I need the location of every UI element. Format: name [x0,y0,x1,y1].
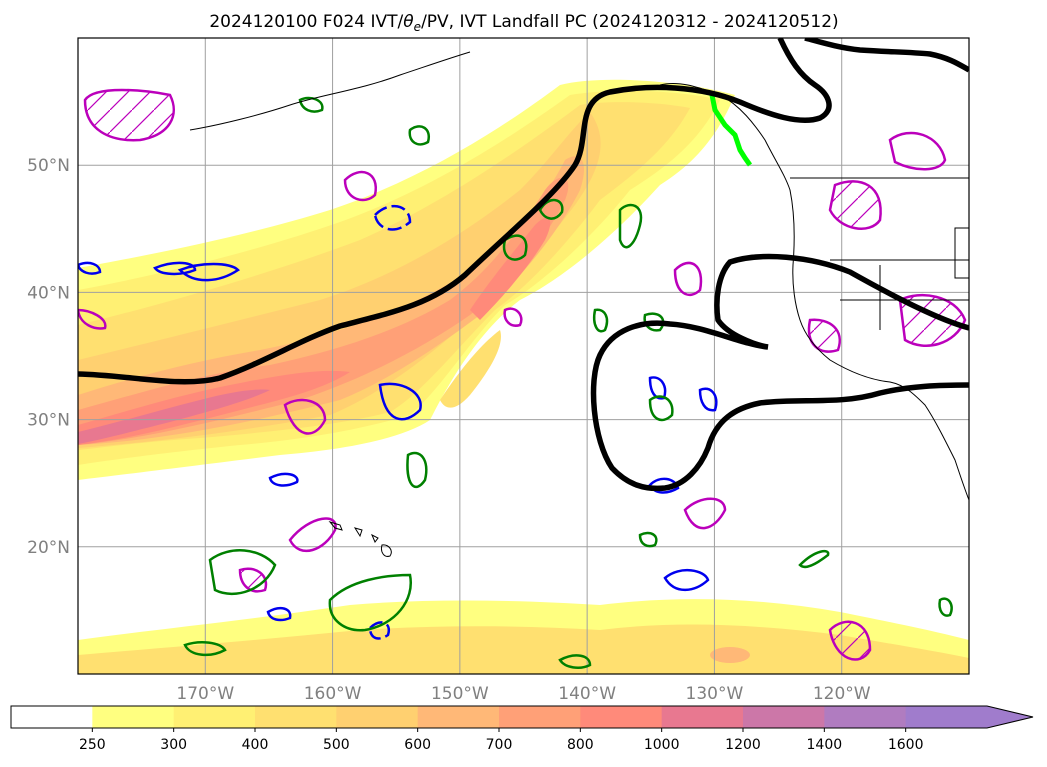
colorbar-outline [10,705,1034,729]
lon-tick-label: 170°W [176,684,234,704]
colorbar-segment [173,706,256,728]
colorbar-segment [824,706,907,728]
pv-magenta-contour [503,307,523,327]
colorbar-segment [11,706,93,728]
theta-e-contours [78,38,969,492]
colorbar-segment [92,706,175,728]
colorbar-segment [661,706,744,728]
pv-green-contour [328,573,413,632]
pv-green-contour [638,531,658,548]
gridlines [78,38,969,674]
lat-tick-label: 20°N [27,538,70,558]
colorbar-label: 400 [242,737,269,753]
pv-magenta-contour [683,497,727,530]
pv-magenta-contour [888,131,947,171]
colorbar-segment [336,706,419,728]
pv-blue-contour [368,621,391,640]
pv-magenta-contour [83,88,175,142]
ivt-filament [440,330,501,408]
pv-green-contour [502,234,528,261]
longitude-labels: 170°W 160°W 150°W 140°W 130°W 120°W [176,684,870,704]
pv-magenta-contour [288,517,337,552]
state-border [954,227,969,279]
pv-green-contour [798,549,830,569]
lon-tick-label: 120°W [813,684,871,704]
pv-green-contour [538,198,564,220]
pv-blue-contour [268,472,299,487]
ivt-landfall-line [709,94,753,167]
colorbar: 250 300 400 500 600 700 800 1000 1200 1400 1600 [10,705,1034,753]
colorbar-segment [580,706,663,728]
chart-title: 2024120100 F024 IVT/θe/PV, IVT Landfall … [209,12,838,34]
pv-green-contour [408,125,431,146]
colorbar-label: 1000 [644,737,680,753]
pv-magenta-contour [673,261,703,296]
hawaii-island [381,544,392,557]
colorbar-segment [255,706,337,728]
ivt-tropical-core [710,647,750,663]
pv-green-contour [618,203,643,249]
pv-blue-contour [378,382,422,421]
pv-green-contour [298,96,324,113]
map-frame [77,37,970,675]
colorbar-label: 1400 [807,737,843,753]
pv-magenta-contour [343,170,378,202]
pv-green-contour [648,395,674,422]
pv-blue-contour [698,387,718,412]
colorbar-segment [905,706,1033,728]
pv-green-contour [406,451,428,488]
colorbar-label: 300 [160,737,187,753]
pv-green-contour [558,654,592,669]
coastline-north-america [659,82,969,501]
pv-magenta-contour [828,180,882,230]
lon-tick-label: 140°W [558,684,616,704]
pv-magenta-contour [78,308,107,330]
lat-tick-label: 50°N [27,156,70,176]
lon-tick-label: 150°W [431,684,489,704]
ivt-800-band-2 [470,217,551,320]
colorbar-label: 600 [404,737,431,753]
colorbar-label: 800 [567,737,594,753]
pv-blue-contour [177,262,240,282]
colorbar-label: 500 [323,737,350,753]
colorbar-label: 1200 [725,737,761,753]
pv-blue-contour [373,204,412,231]
pv-green-contour [938,597,953,617]
hawaii-island [328,521,343,531]
lat-tick-label: 40°N [27,283,70,303]
pv-green-contour [183,641,227,657]
colorbar-label: 250 [79,737,106,753]
colorbar-segment [499,706,581,728]
hawaii-island [353,527,363,538]
ivt-600-band [78,156,585,445]
lon-tick-label: 160°W [304,684,362,704]
pv-blue-contour [153,261,197,276]
ivt-700-band [78,177,569,445]
ivt-tropical-inner [78,624,969,674]
pv-blue-contour [78,261,102,275]
colorbar-segment [743,706,825,728]
pv-magenta-contour [283,398,327,435]
pv-blue-contour [266,606,292,622]
pv-green-contour [208,549,277,596]
hawaii-island [371,533,379,543]
latitude-labels: 50°N 40°N 30°N 20°N [27,156,70,558]
pv-blue-contour [663,569,710,592]
theta-e-contour [590,253,969,492]
lon-tick-label: 130°W [686,684,744,704]
ivt-1000-band [78,389,270,444]
pv-green-contour [593,308,609,333]
theta-e-contour [78,38,832,385]
colorbar-label: 1600 [888,737,924,753]
map-area [78,38,969,674]
coastline-alaska [189,51,471,131]
theta-e-contour [804,38,969,73]
pv-magenta-contour [807,318,841,353]
colorbar-label: 700 [486,737,513,753]
pv-magenta-contour [828,620,872,661]
lat-tick-label: 30°N [27,411,70,431]
colorbar-segment [417,706,500,728]
